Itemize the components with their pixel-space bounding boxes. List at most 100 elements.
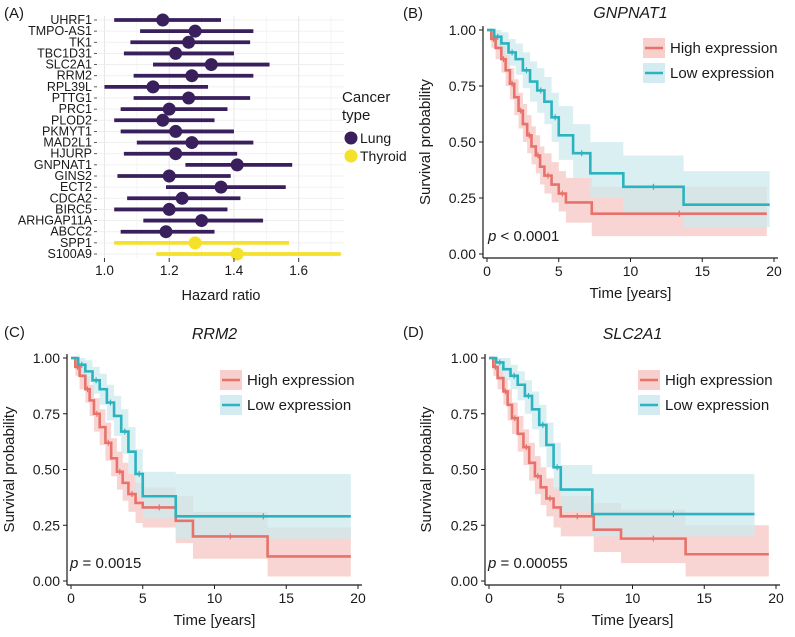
p-value: p = 0.00055 bbox=[487, 555, 568, 572]
x-tick-label: 20 bbox=[768, 590, 784, 606]
legend-label: Thyroid bbox=[360, 148, 407, 164]
y-tick-label: 0.00 bbox=[33, 573, 60, 589]
gene-label: GINS2 bbox=[54, 169, 92, 183]
hr-point bbox=[195, 214, 209, 228]
confidence-band bbox=[71, 358, 351, 539]
panel-label: (B) bbox=[403, 5, 423, 22]
x-tick-label: 15 bbox=[696, 590, 712, 606]
gene-label: HJURP bbox=[50, 147, 92, 161]
hr-point bbox=[188, 236, 202, 250]
km-panel: (B) GNPNAT1 0.00 0.25 0.50 0.75 1.00 0 5 10 15 20 Ti… bbox=[403, 5, 782, 302]
gene-label: UHRF1 bbox=[50, 13, 92, 27]
x-tick-label: 1.6 bbox=[289, 263, 308, 278]
gene-label: CDCA2 bbox=[50, 191, 92, 205]
hr-point bbox=[169, 46, 183, 60]
gene-label: MAD2L1 bbox=[43, 136, 92, 150]
x-tick-label: 1.0 bbox=[95, 263, 114, 278]
gene-label: RPL39L bbox=[47, 80, 92, 94]
gene-label: TBC1D31 bbox=[37, 46, 92, 60]
legend-label: High expression bbox=[670, 40, 778, 57]
km-panel: (D) SLC2A1 0.00 0.25 0.50 0.75 1.00 0 5 10 15 20 Tim… bbox=[403, 324, 784, 629]
confidence-band bbox=[489, 358, 769, 577]
y-tick-label: 0.25 bbox=[33, 517, 60, 533]
x-axis-title: Time [years] bbox=[174, 612, 256, 629]
legend-label: Low expression bbox=[670, 65, 774, 82]
hr-point bbox=[230, 158, 244, 172]
y-tick-label: 0.00 bbox=[449, 246, 476, 262]
gene-label: BIRC5 bbox=[55, 202, 92, 216]
panel-label: (D) bbox=[403, 324, 424, 341]
gene-label: ECT2 bbox=[60, 180, 92, 194]
hr-point bbox=[188, 24, 202, 38]
hr-point bbox=[156, 13, 170, 27]
gene-label: SLC2A1 bbox=[45, 58, 92, 72]
legend-label: Low expression bbox=[247, 397, 351, 414]
x-tick-label: 5 bbox=[555, 263, 563, 279]
gene-label: PTTG1 bbox=[52, 91, 92, 105]
legend-label: High expression bbox=[665, 372, 773, 389]
x-tick-label: 10 bbox=[625, 590, 641, 606]
gene-label: GNPNAT1 bbox=[34, 158, 92, 172]
forest-panel: (A) UHRF1TMPO-AS1TK1TBC1D31SLC2A1RRM2RPL3… bbox=[4, 5, 407, 304]
y-tick-label: 1.00 bbox=[451, 350, 478, 366]
x-tick-label: 10 bbox=[623, 263, 639, 279]
p-value: p = 0.0015 bbox=[69, 555, 141, 572]
y-axis-title: Survival probability bbox=[1, 406, 18, 532]
x-tick-label: 20 bbox=[350, 590, 366, 606]
hr-point bbox=[204, 58, 218, 72]
km-panel: (C) RRM2 0.00 0.25 0.50 0.75 1.00 0 5 10 15 20 Time … bbox=[1, 324, 366, 629]
hr-point bbox=[159, 225, 173, 239]
hr-point bbox=[182, 35, 196, 49]
y-tick-label: 0.25 bbox=[451, 517, 478, 533]
y-tick-label: 0.75 bbox=[449, 78, 476, 94]
y-tick-label: 0.75 bbox=[451, 406, 478, 422]
x-tick-label: 15 bbox=[694, 263, 710, 279]
gene-label: TMPO-AS1 bbox=[28, 24, 92, 38]
x-tick-label: 10 bbox=[207, 590, 223, 606]
x-tick-label: 1.4 bbox=[225, 263, 244, 278]
hr-point bbox=[169, 147, 183, 161]
gene-label: S100A9 bbox=[48, 247, 93, 261]
y-tick-label: 0.50 bbox=[449, 134, 476, 150]
plot-title: SLC2A1 bbox=[603, 326, 663, 343]
x-tick-label: 0 bbox=[67, 590, 75, 606]
plot-title: GNPNAT1 bbox=[593, 5, 667, 22]
survival-curve bbox=[71, 356, 351, 518]
plot-area bbox=[98, 16, 344, 258]
x-tick-label: 5 bbox=[139, 590, 147, 606]
panel-label: (A) bbox=[4, 5, 24, 22]
legend-label: Lung bbox=[360, 130, 391, 146]
x-tick-label: 5 bbox=[557, 590, 565, 606]
legend-title: type bbox=[342, 107, 370, 124]
survival-curve bbox=[487, 28, 767, 215]
gene-label: ABCC2 bbox=[50, 225, 92, 239]
x-tick-label: 15 bbox=[278, 590, 294, 606]
hr-point bbox=[185, 69, 199, 83]
p-value: p < 0.0001 bbox=[487, 228, 559, 245]
x-tick-label: 20 bbox=[766, 263, 782, 279]
legend-key bbox=[344, 131, 358, 145]
legend-label: Low expression bbox=[665, 397, 769, 414]
confidence-band bbox=[489, 358, 755, 537]
y-tick-label: 0.25 bbox=[449, 190, 476, 206]
survival-curve bbox=[489, 356, 755, 516]
gene-label: ARHGAP11A bbox=[18, 214, 93, 228]
hr-point bbox=[182, 91, 196, 105]
hr-point bbox=[175, 191, 189, 205]
x-tick-label: 0 bbox=[485, 590, 493, 606]
confidence-band bbox=[487, 30, 770, 228]
x-axis-title: Time [years] bbox=[592, 612, 674, 629]
y-axis-title: Survival probability bbox=[417, 79, 434, 205]
gene-label: PRC1 bbox=[59, 102, 92, 116]
confidence-band bbox=[71, 358, 351, 577]
plot-title: RRM2 bbox=[192, 326, 237, 343]
hr-point bbox=[230, 247, 244, 261]
hr-point bbox=[156, 113, 170, 127]
y-tick-label: 1.00 bbox=[33, 350, 60, 366]
x-axis-title: Hazard ratio bbox=[182, 288, 261, 304]
gene-label: PLOD2 bbox=[51, 113, 92, 127]
gene-label: SPP1 bbox=[60, 236, 92, 250]
hr-point bbox=[146, 80, 160, 94]
hr-point bbox=[162, 169, 176, 183]
